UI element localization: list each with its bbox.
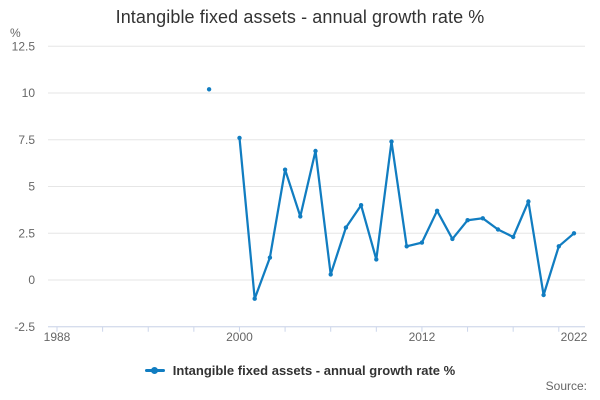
data-point[interactable]: [434, 208, 440, 213]
data-point[interactable]: [556, 244, 561, 249]
data-point[interactable]: [465, 218, 470, 223]
y-axis-tick-label: -2.5: [14, 320, 35, 334]
data-point[interactable]: [267, 255, 273, 260]
y-axis-tick-label: 7.5: [18, 133, 35, 147]
data-point[interactable]: [389, 139, 394, 144]
data-point[interactable]: [404, 244, 409, 249]
y-axis-unit-label: %: [10, 26, 21, 40]
y-axis-tick-label: 2.5: [18, 226, 35, 240]
x-axis-tick-label: 2022: [561, 330, 588, 344]
data-point[interactable]: [206, 87, 212, 92]
data-point[interactable]: [328, 272, 333, 277]
data-point[interactable]: [495, 227, 501, 232]
legend-line-marker-icon: [144, 367, 165, 374]
x-axis-tick-label: 2000: [226, 330, 253, 344]
data-point[interactable]: [358, 203, 364, 208]
legend-label: Intangible fixed assets - annual growth …: [172, 363, 456, 378]
data-point[interactable]: [237, 135, 242, 141]
x-axis-tick-label: 2012: [409, 330, 436, 344]
y-axis-tick-label: 10: [22, 86, 36, 100]
series-line[interactable]: [238, 136, 576, 300]
data-point[interactable]: [282, 167, 288, 172]
chart-title: Intangible fixed assets - annual growth …: [115, 7, 485, 27]
x-axis-tick-label: 1988: [44, 330, 71, 344]
data-point[interactable]: [298, 214, 303, 219]
y-axis-tick-label: 12.5: [12, 39, 36, 53]
data-point[interactable]: [480, 216, 485, 221]
data-point[interactable]: [511, 234, 516, 240]
data-point[interactable]: [419, 240, 425, 245]
data-point[interactable]: [343, 225, 349, 230]
data-point[interactable]: [526, 199, 531, 204]
data-point[interactable]: [571, 231, 577, 236]
data-point[interactable]: [450, 236, 455, 242]
legend-dot-icon: [151, 367, 159, 374]
y-axis-tick-label: 0: [28, 273, 35, 287]
data-point[interactable]: [252, 296, 257, 301]
data-point[interactable]: [541, 292, 546, 298]
legend-item[interactable]: Intangible fixed assets - annual growth …: [0, 363, 600, 378]
source-label: Source:: [545, 379, 587, 393]
data-point[interactable]: [374, 257, 379, 262]
y-axis-tick-label: 5: [28, 180, 35, 194]
data-point[interactable]: [313, 148, 318, 154]
